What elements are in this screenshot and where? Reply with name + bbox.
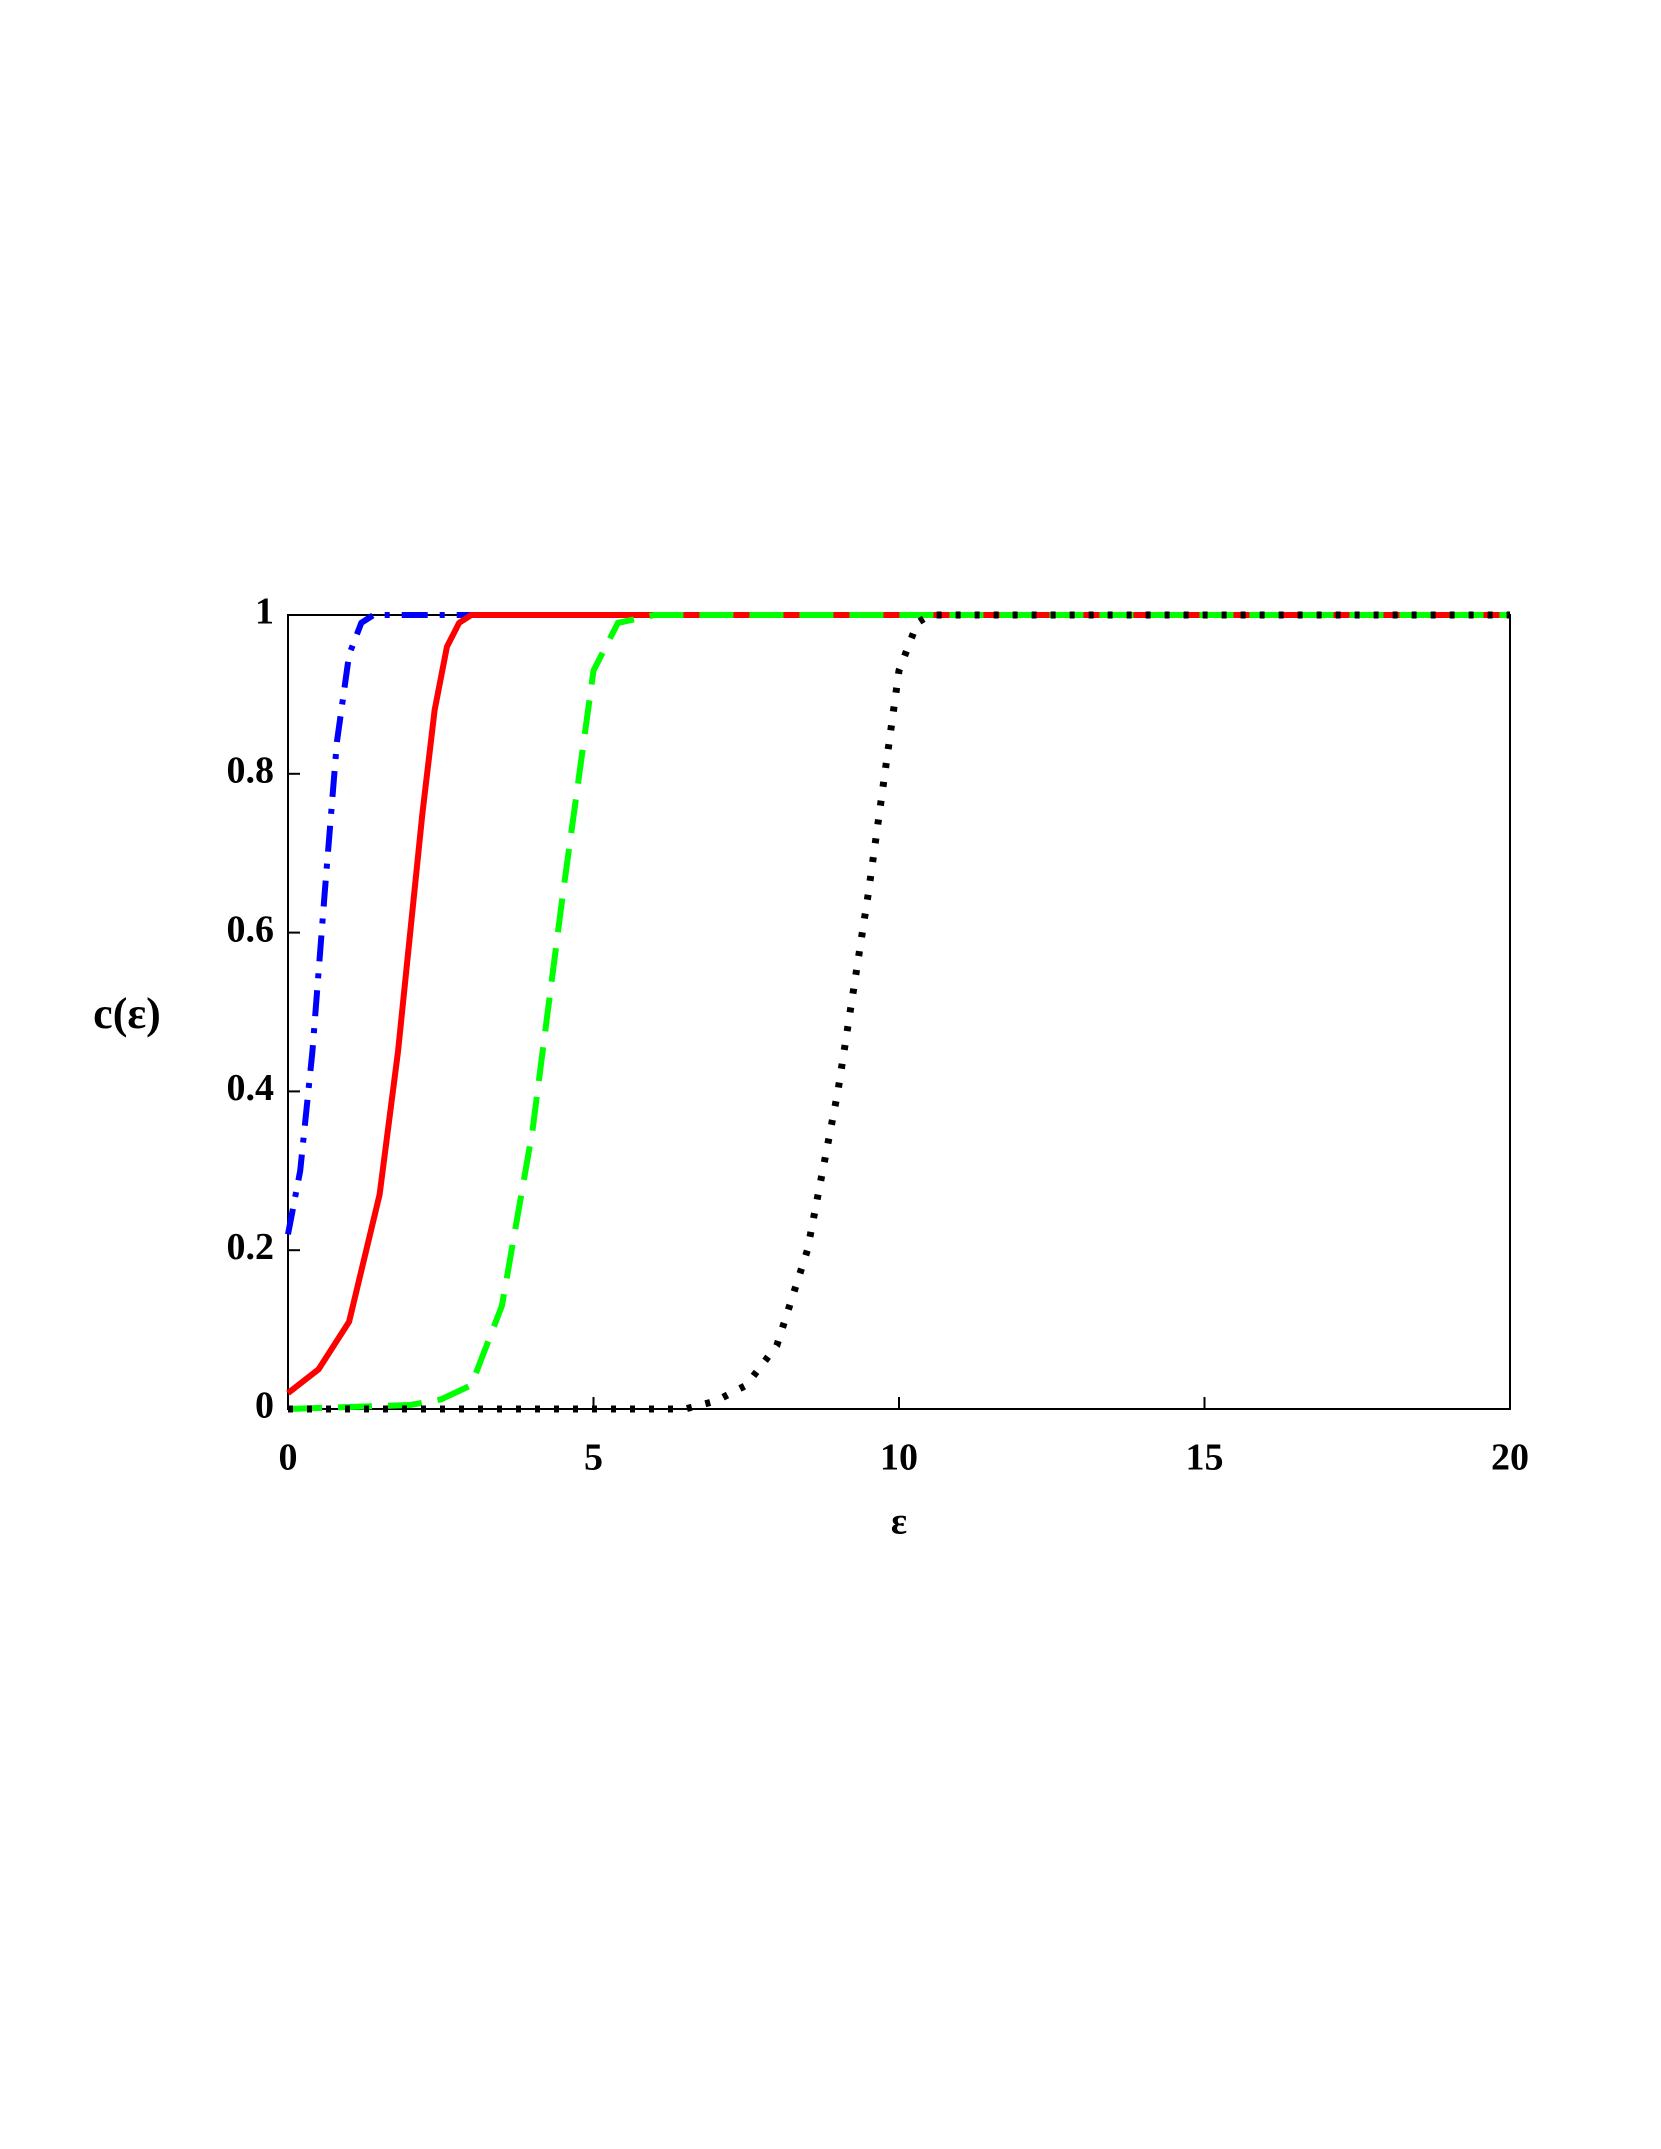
y-tick-label: 0.8: [227, 750, 275, 792]
series-line: [288, 611, 1510, 1413]
series-line: [286, 612, 1510, 1396]
y-tick-label: 0.4: [227, 1067, 275, 1109]
x-tick-label: 15: [1186, 1437, 1224, 1479]
series-line: [285, 612, 1510, 1235]
y-tick-label: 0: [255, 1385, 274, 1427]
x-tick-label: 10: [880, 1437, 918, 1479]
x-tick-label: 5: [584, 1437, 603, 1479]
y-tick-label: 0.2: [227, 1226, 275, 1268]
x-tick-label: 0: [279, 1437, 298, 1479]
plot-frame: [287, 614, 1511, 1410]
y-tick-label: 0.6: [227, 908, 275, 950]
y-tick-label: 1: [255, 591, 274, 633]
series-line: [287, 612, 1510, 1412]
x-axis-label: ε: [891, 1501, 907, 1543]
y-axis-label: c(ε): [93, 989, 161, 1038]
x-tick-label: 20: [1491, 1437, 1529, 1479]
